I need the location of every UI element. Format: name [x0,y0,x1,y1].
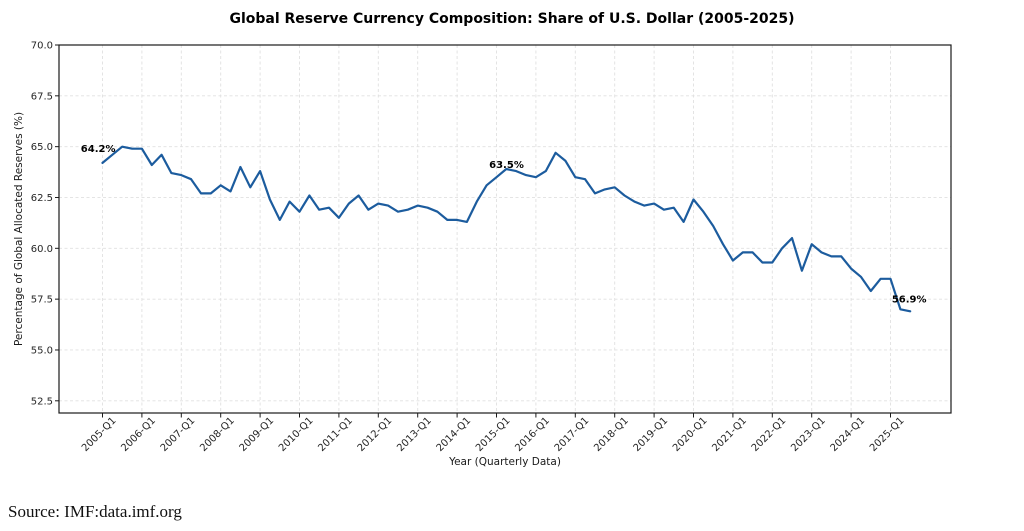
x-tick-label: 2009-Q1 [238,415,277,454]
x-tick-label: 2021-Q1 [710,415,749,454]
y-tick-label: 57.5 [31,295,53,306]
x-tick-label: 2016-Q1 [513,415,552,454]
x-tick-label: 2025-Q1 [868,415,907,454]
x-tick-label: 2022-Q1 [750,415,789,454]
y-tick-label: 67.5 [31,91,53,102]
value-annotation: 64.2% [81,144,116,155]
plot-frame [58,44,952,414]
y-axis-label: Percentage of Global Allocated Reserves … [13,112,25,346]
y-tick-label: 62.5 [31,193,53,204]
x-tick-label: 2014-Q1 [435,415,474,454]
x-tick-label: 2011-Q1 [316,415,355,454]
x-tick-label: 2007-Q1 [159,415,198,454]
x-tick-label: 2008-Q1 [198,415,237,454]
y-tick-label: 65.0 [31,142,53,153]
x-tick-label: 2006-Q1 [119,415,158,454]
data-annotations: 64.2% 63.5% 56.9% [81,144,927,305]
value-annotation: 56.9% [892,294,927,305]
x-tick-label: 2023-Q1 [789,415,828,454]
x-axis-label: Year (Quarterly Data) [448,456,561,468]
y-tick-label: 52.5 [31,396,53,407]
x-tick-label: 2012-Q1 [356,415,395,454]
value-annotation: 63.5% [489,160,524,171]
chart-title: Global Reserve Currency Composition: Sha… [229,11,794,27]
x-tick-label: 2013-Q1 [395,415,434,454]
x-tick-label: 2015-Q1 [474,415,513,454]
x-tick-label: 2019-Q1 [632,415,671,454]
y-tick-label: 60.0 [31,244,53,255]
x-tick-label: 2010-Q1 [277,415,316,454]
x-tick-label: 2017-Q1 [553,415,592,454]
source-note: Source: IMF:data.imf.org [8,502,182,521]
usd-share-line [101,145,912,313]
y-tick-label: 55.0 [31,345,53,356]
gridlines [59,44,951,413]
x-tick-label: 2005-Q1 [80,415,119,454]
x-tick-label: 2018-Q1 [592,415,631,454]
x-tick-label: 2024-Q1 [829,415,868,454]
y-tick-label: 70.0 [31,41,53,52]
x-tick-label: 2020-Q1 [671,415,710,454]
